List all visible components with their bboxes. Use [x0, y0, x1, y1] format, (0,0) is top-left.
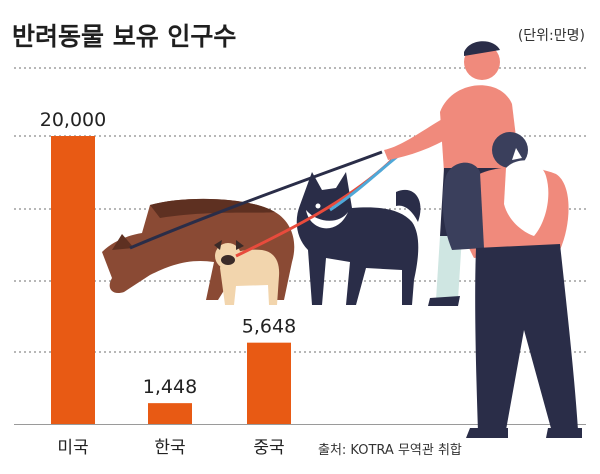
- bar-2: [148, 403, 192, 424]
- bar-1: [51, 136, 95, 424]
- pug-icon: [214, 240, 280, 305]
- value-label: 1,448: [143, 376, 197, 398]
- category-label: 중국: [253, 438, 284, 458]
- category-labels: 미국 한국 중국: [57, 438, 284, 458]
- value-label: 20,000: [40, 109, 106, 131]
- bars: [51, 136, 291, 424]
- cat-icon: [504, 146, 549, 236]
- leash-lines: [129, 150, 399, 258]
- category-label: 미국: [57, 438, 88, 458]
- dog-walker-illustration: [102, 41, 582, 438]
- husky-icon: [296, 172, 421, 305]
- chart-title: 반려동물 보유 인구수: [12, 22, 236, 51]
- unit-label: (단위:만명): [518, 28, 585, 44]
- source-note: 출처: KOTRA 무역관 취합: [318, 443, 462, 458]
- person-with-cat-icon: [442, 132, 582, 438]
- value-label: 5,648: [242, 316, 296, 338]
- category-label: 한국: [154, 438, 185, 458]
- bar-3: [247, 342, 291, 424]
- value-labels: 20,000 1,448 5,648: [40, 109, 296, 398]
